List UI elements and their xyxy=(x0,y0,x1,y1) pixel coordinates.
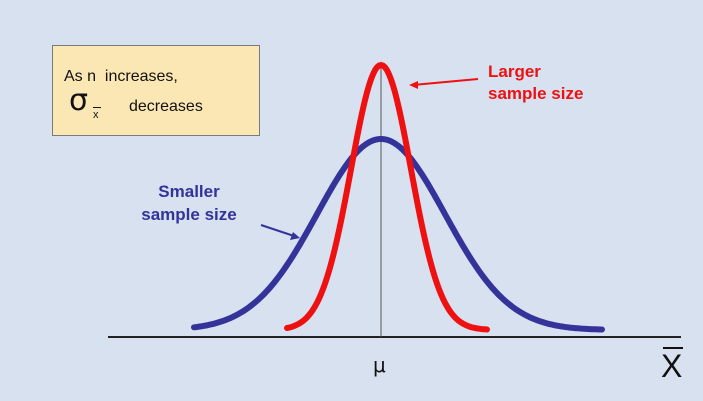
larger-label-line1: Larger xyxy=(488,62,541,81)
callout-line1: As n increases, xyxy=(64,68,178,85)
smaller-sample-curve xyxy=(191,136,605,333)
larger-sample-curve xyxy=(284,61,490,333)
sigma-subscript-text: x xyxy=(93,109,99,121)
x-overbar xyxy=(663,347,683,349)
sigma-subscript: x xyxy=(93,107,101,121)
subscript-overbar xyxy=(93,107,101,108)
larger-label-line2: sample size xyxy=(488,84,584,103)
x-bar-label: X xyxy=(661,347,683,384)
smaller-sample-label: Smaller sample size xyxy=(115,180,263,226)
sigma-symbol: σ xyxy=(69,83,89,118)
smaller-arrowhead xyxy=(290,232,300,240)
callout-line2: decreases xyxy=(129,98,203,115)
smaller-label-line1: Smaller xyxy=(158,182,220,201)
smaller-label-line2: sample size xyxy=(141,205,237,224)
larger-arrow-line xyxy=(412,78,479,86)
smaller-arrow-line xyxy=(260,224,295,237)
larger-sample-label: Larger sample size xyxy=(488,61,583,105)
callout-box: As n increases, σ x decreases xyxy=(52,45,260,136)
larger-arrowhead xyxy=(409,81,418,89)
mean-label: μ xyxy=(373,353,386,377)
x-bar-text: X xyxy=(661,348,683,384)
